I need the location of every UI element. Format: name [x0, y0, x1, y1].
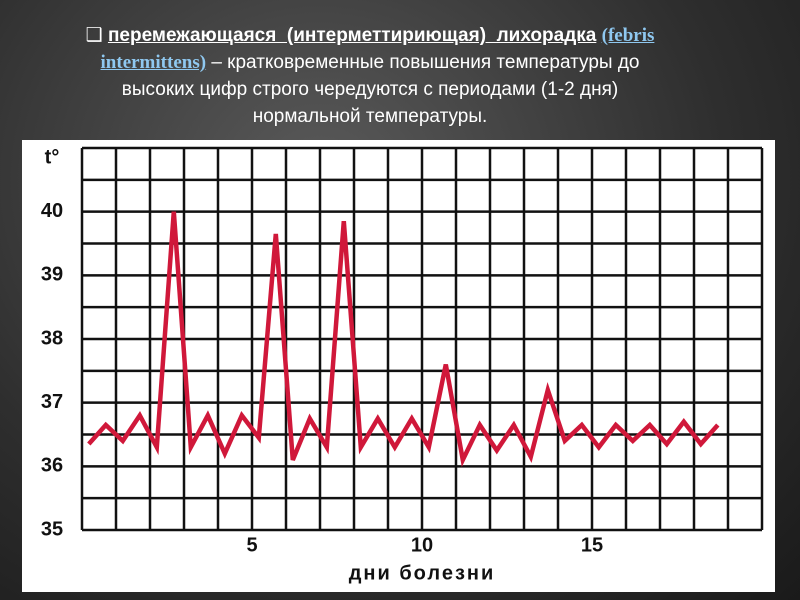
data-line	[87, 211, 720, 468]
x-tick-label: 15	[581, 534, 603, 556]
x-tick-label: 5	[246, 534, 257, 556]
heading: перемежающаяся (интерметтириющая) лихора…	[107, 25, 597, 46]
description: – кратковременные повышения температуры …	[121, 52, 640, 127]
x-tick-label: 10	[411, 534, 433, 556]
latin-term: (febris intermittens)	[100, 25, 655, 73]
y-tick-label: 37	[41, 391, 63, 413]
y-axis-label: t°	[45, 146, 60, 168]
bullet: ❑	[85, 25, 103, 46]
caption: ❑ перемежающаяся (интерметтириющая) лихо…	[70, 22, 670, 130]
y-tick-label: 36	[41, 455, 63, 477]
y-tick-label: 40	[41, 200, 63, 222]
y-tick-label: 35	[41, 518, 63, 540]
chart-panel	[22, 140, 775, 592]
y-tick-label: 38	[41, 327, 63, 349]
x-axis-label: дни болезни	[349, 562, 496, 584]
y-tick-label: 39	[41, 264, 63, 286]
